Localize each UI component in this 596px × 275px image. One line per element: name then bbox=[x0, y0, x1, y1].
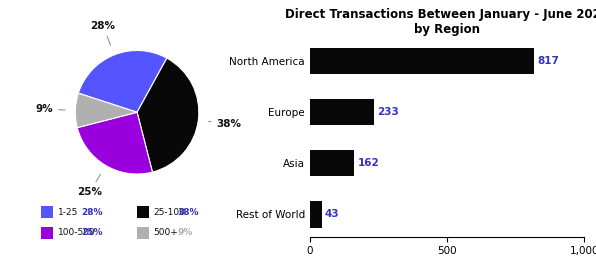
Text: 100-500: 100-500 bbox=[58, 228, 96, 237]
Bar bbox=[137, 227, 149, 239]
Text: 25%: 25% bbox=[77, 174, 103, 197]
Bar bbox=[137, 207, 149, 218]
Bar bbox=[41, 227, 53, 239]
Text: 9%: 9% bbox=[36, 104, 65, 114]
Text: 233: 233 bbox=[377, 107, 399, 117]
Text: 9%: 9% bbox=[177, 228, 193, 237]
Text: 162: 162 bbox=[358, 158, 380, 168]
Bar bbox=[310, 201, 322, 227]
Wedge shape bbox=[137, 58, 199, 172]
Wedge shape bbox=[78, 51, 167, 112]
Bar bbox=[41, 207, 53, 218]
Text: 817: 817 bbox=[537, 56, 559, 66]
Bar bbox=[310, 48, 534, 74]
Text: 28%: 28% bbox=[82, 208, 103, 217]
Text: 28%: 28% bbox=[91, 21, 116, 45]
Text: 500+: 500+ bbox=[154, 228, 179, 237]
Bar bbox=[310, 99, 374, 125]
Title: Direct Transactions Between January - June 2021
by Region: Direct Transactions Between January - Ju… bbox=[285, 8, 596, 36]
Text: 38%: 38% bbox=[209, 119, 241, 129]
Wedge shape bbox=[77, 112, 153, 174]
Text: 43: 43 bbox=[325, 209, 340, 219]
Text: 25-100: 25-100 bbox=[154, 208, 185, 217]
Text: 38%: 38% bbox=[177, 208, 198, 217]
Bar bbox=[310, 150, 355, 176]
Text: 25%: 25% bbox=[82, 228, 103, 237]
Text: 1-25: 1-25 bbox=[58, 208, 79, 217]
Wedge shape bbox=[75, 93, 137, 128]
